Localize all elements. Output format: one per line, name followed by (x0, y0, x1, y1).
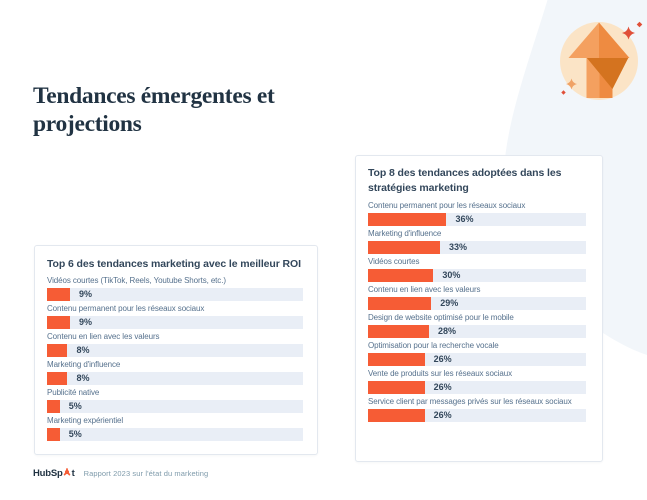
bar-row: Contenu permanent pour les réseaux socia… (368, 201, 586, 226)
bar-track: 8% (47, 372, 303, 385)
bar-fill (47, 344, 68, 357)
hubspot-logo: HubSp t (33, 468, 75, 479)
bar-track: 8% (47, 344, 303, 357)
bar-fill (47, 372, 68, 385)
bar-label: Contenu permanent pour les réseaux socia… (368, 201, 526, 210)
bar-chart-adopted-trends: Contenu permanent pour les réseaux socia… (368, 201, 586, 422)
bar-track: 26% (368, 381, 586, 394)
bar-track: 5% (47, 400, 303, 413)
bar-label: Marketing d'influence (368, 229, 442, 238)
bar-track: 33% (368, 241, 586, 254)
bar-track: 5% (47, 428, 303, 441)
bar-value: 29% (440, 298, 459, 308)
growth-arrow-badge (560, 21, 643, 100)
bar-label: Vidéos courtes (TikTok, Reels, Youtube S… (47, 276, 226, 285)
chart-card-adopted-trends: Top 8 des tendances adoptées dans les st… (355, 155, 603, 462)
bar-track: 26% (368, 409, 586, 422)
hubspot-sprocket-icon (63, 468, 71, 479)
bar-fill (368, 241, 440, 254)
footer-caption: Rapport 2023 sur l'état du marketing (83, 469, 209, 478)
bar-value: 33% (448, 242, 467, 252)
bar-track: 30% (368, 269, 586, 282)
bar-label: Contenu en lien avec les valeurs (368, 285, 481, 294)
bar-fill (368, 409, 425, 422)
bar-row: Marketing d'influence 8% (47, 360, 303, 385)
bar-row: Contenu en lien avec les valeurs 29% (368, 285, 586, 310)
bar-value: 8% (76, 345, 90, 355)
bar-fill (368, 269, 434, 282)
bar-track: 9% (47, 316, 303, 329)
bar-row: Optimisation pour la recherche vocale 26% (368, 341, 586, 366)
bar-fill (47, 400, 60, 413)
bar-fill (368, 381, 425, 394)
bar-label: Marketing expérientiel (47, 416, 124, 425)
bar-value: 26% (433, 382, 452, 392)
bar-label: Vente de produits sur les réseaux sociau… (368, 369, 512, 378)
up-arrow-icon (568, 22, 630, 98)
bar-value: 5% (68, 429, 82, 439)
bar-fill (368, 325, 430, 338)
bar-row: Publicité native 5% (47, 388, 303, 413)
chart-card-best-roi: Top 6 des tendances marketing avec le me… (34, 245, 318, 455)
bar-label: Marketing d'influence (47, 360, 121, 369)
bar-row: Service client par messages privés sur l… (368, 397, 586, 422)
hubspot-logo-text-right: t (71, 468, 75, 479)
page-title-line1: Tendances émergentes et (33, 83, 275, 109)
bar-fill (368, 213, 447, 226)
bar-fill (47, 316, 71, 329)
bar-label: Contenu en lien avec les valeurs (47, 332, 160, 341)
bar-label: Publicité native (47, 388, 100, 397)
bar-value: 8% (76, 373, 90, 383)
bar-value: 9% (79, 317, 93, 327)
footer: HubSp t Rapport 2023 sur l'état du market… (33, 468, 208, 479)
bar-value: 26% (433, 354, 452, 364)
bar-label: Vidéos courtes (368, 257, 420, 266)
chart-title: Top 6 des tendances marketing avec le me… (47, 258, 301, 270)
chart-title: Top 8 des tendances adoptées dans les st… (368, 167, 562, 194)
bar-value: 30% (442, 270, 461, 280)
bar-fill (47, 428, 60, 441)
bar-row: Marketing expérientiel 5% (47, 416, 303, 441)
bar-value: 28% (438, 326, 457, 336)
bar-label: Optimisation pour la recherche vocale (368, 341, 499, 350)
hubspot-logo-text-left: HubSp (33, 468, 63, 479)
page-title: Tendances émergentes et projections (33, 82, 353, 138)
bar-track: 28% (368, 325, 586, 338)
bar-value: 26% (433, 410, 452, 420)
page-title-line2: projections (33, 111, 142, 137)
sparkle-dot-icon (636, 21, 643, 28)
bar-fill (47, 288, 71, 301)
bar-label: Service client par messages privés sur l… (368, 397, 572, 406)
bar-row: Vidéos courtes (TikTok, Reels, Youtube S… (47, 276, 303, 301)
bar-row: Design de website optimisé pour le mobil… (368, 313, 586, 338)
bar-row: Contenu permanent pour les réseaux socia… (47, 304, 303, 329)
sparkle-icon (566, 78, 577, 90)
bar-value: 5% (68, 401, 82, 411)
bar-row: Marketing d'influence 33% (368, 229, 586, 254)
bar-label: Contenu permanent pour les réseaux socia… (47, 304, 205, 313)
bar-fill (368, 353, 425, 366)
bar-row: Contenu en lien avec les valeurs 8% (47, 332, 303, 357)
sparkle-dot-icon (561, 90, 566, 95)
bar-fill (368, 297, 432, 310)
bar-row: Vente de produits sur les réseaux sociau… (368, 369, 586, 394)
bar-track: 26% (368, 353, 586, 366)
bar-track: 9% (47, 288, 303, 301)
bar-track: 29% (368, 297, 586, 310)
sparkle-icon (622, 26, 635, 40)
bar-track: 36% (368, 213, 586, 226)
bar-label: Design de website optimisé pour le mobil… (368, 313, 514, 322)
bar-value: 36% (455, 214, 474, 224)
bar-value: 9% (79, 289, 93, 299)
bar-row: Vidéos courtes 30% (368, 257, 586, 282)
bar-chart-best-roi: Vidéos courtes (TikTok, Reels, Youtube S… (47, 276, 303, 441)
